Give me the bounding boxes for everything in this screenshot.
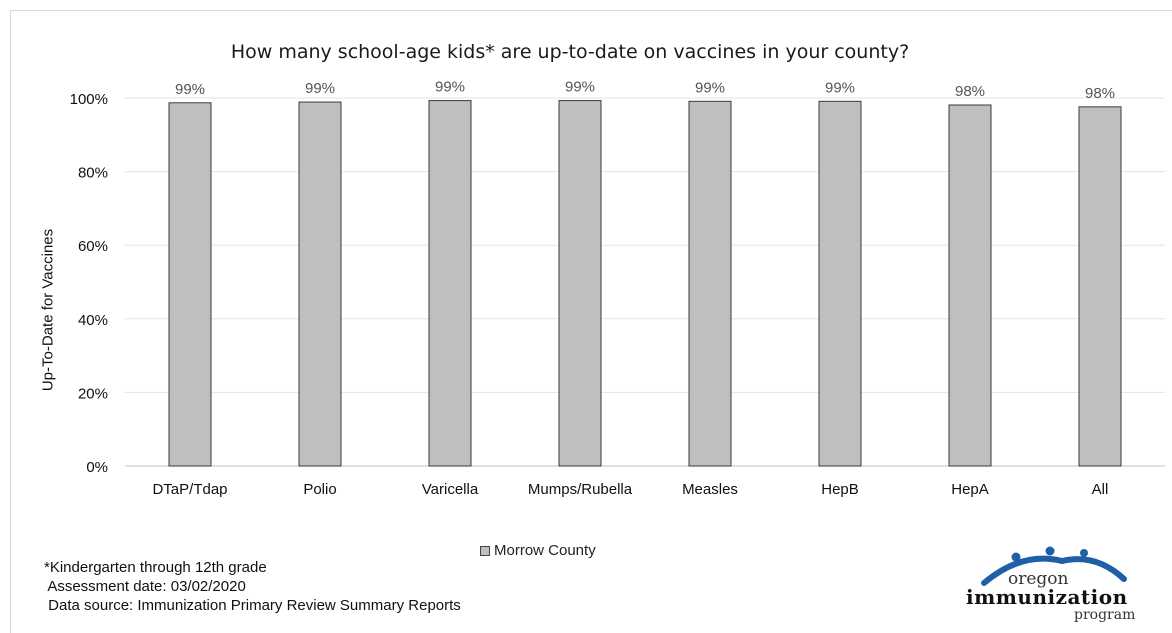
legend: Morrow County xyxy=(480,542,596,559)
bar xyxy=(818,100,862,467)
y-tick-label: 20% xyxy=(78,385,108,402)
data-label: 99% xyxy=(435,79,465,96)
x-tick-label: Polio xyxy=(303,481,336,498)
logo-figures-icon xyxy=(981,546,1127,586)
x-tick-label: Measles xyxy=(682,481,738,498)
bar xyxy=(428,100,472,467)
legend-swatch xyxy=(480,545,490,556)
y-tick-label: 80% xyxy=(78,165,108,182)
logo-oregon-text: oregon xyxy=(1008,569,1069,589)
bar xyxy=(948,104,992,467)
y-tick-label: 100% xyxy=(70,91,108,108)
bar xyxy=(1078,106,1122,467)
footnote-data-source: Data source: Immunization Primary Review… xyxy=(44,597,461,614)
bar xyxy=(688,100,732,467)
y-tick-label: 60% xyxy=(78,238,108,255)
x-tick-label: Varicella xyxy=(422,481,479,498)
footnote-grades: *Kindergarten through 12th grade xyxy=(44,559,267,576)
x-tick-label: Mumps/Rubella xyxy=(528,481,633,498)
footnote-assessment-date: Assessment date: 03/02/2020 xyxy=(44,578,246,595)
data-label: 98% xyxy=(955,83,985,100)
x-tick-label: All xyxy=(1092,481,1109,498)
y-axis-title: Up-To-Date for Vaccines xyxy=(39,228,57,392)
logo-immunization-text: immunization xyxy=(966,585,1128,609)
x-tick-label: HepB xyxy=(821,481,859,498)
y-tick-label: 0% xyxy=(86,459,108,476)
chart-frame xyxy=(10,10,1172,633)
data-label: 99% xyxy=(825,79,855,96)
data-label: 99% xyxy=(305,80,335,97)
oregon-immunization-logo: oregon immunization program xyxy=(966,545,1156,625)
data-label: 99% xyxy=(565,79,595,96)
logo-program-text: program xyxy=(1074,607,1136,623)
x-tick-label: DTaP/Tdap xyxy=(152,481,227,498)
footnotes: *Kindergarten through 12th grade Assessm… xyxy=(44,558,461,615)
legend-label: Morrow County xyxy=(494,542,596,559)
data-label: 99% xyxy=(175,81,205,98)
data-label: 98% xyxy=(1085,85,1115,102)
bar xyxy=(558,100,602,467)
bar xyxy=(298,101,342,467)
bar xyxy=(168,102,212,467)
data-label: 99% xyxy=(695,79,725,96)
x-tick-label: HepA xyxy=(951,481,989,498)
y-tick-label: 40% xyxy=(78,312,108,329)
chart-title: How many school-age kids* are up-to-date… xyxy=(230,41,910,63)
